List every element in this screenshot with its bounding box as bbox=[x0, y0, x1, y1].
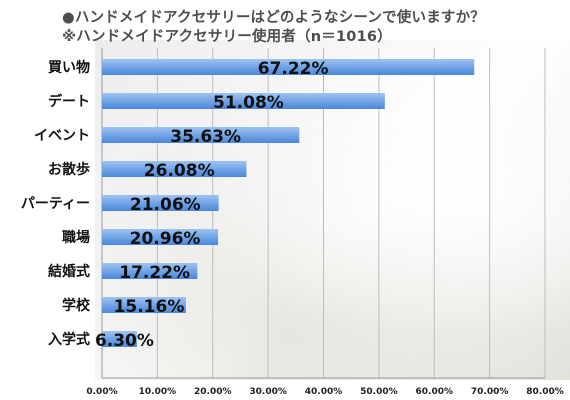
bar bbox=[102, 59, 475, 75]
x-tick-label: 20.00% bbox=[194, 387, 232, 397]
category-label: お散歩 bbox=[48, 161, 90, 178]
category-label: 買い物 bbox=[48, 59, 90, 76]
category-label: パーティー bbox=[21, 196, 90, 212]
x-tick-label: 40.00% bbox=[305, 387, 343, 397]
data-label: 21.06% bbox=[130, 195, 201, 215]
bar bbox=[102, 297, 186, 313]
bar bbox=[102, 195, 219, 211]
x-tick-label: 50.00% bbox=[360, 387, 398, 397]
data-label: 17.22% bbox=[119, 263, 190, 283]
category-label: 入学式 bbox=[48, 331, 90, 348]
x-tick-label: 60.00% bbox=[416, 387, 454, 397]
category-label: デート bbox=[48, 93, 90, 110]
bar bbox=[102, 229, 219, 245]
data-label: 15.16% bbox=[114, 297, 185, 317]
x-tick-label: 0.00% bbox=[86, 387, 117, 397]
x-tick-label: 70.00% bbox=[471, 387, 509, 397]
category-label: 職場 bbox=[62, 229, 90, 246]
bar bbox=[102, 161, 247, 177]
data-label: 51.08% bbox=[213, 93, 284, 113]
bar bbox=[102, 263, 198, 279]
chart-title: ●ハンドメイドアクセサリーはどのようなシーンで使いますか？ bbox=[62, 10, 485, 26]
data-label: 35.63% bbox=[170, 127, 241, 147]
data-label: 6.30% bbox=[95, 331, 154, 351]
x-tick-label: 30.00% bbox=[249, 387, 287, 397]
category-label: 結婚式 bbox=[48, 263, 90, 280]
category-label: イベント bbox=[34, 128, 90, 144]
data-label: 20.96% bbox=[130, 229, 201, 249]
chart-subtitle: ※ハンドメイドアクセサリー使用者（n＝1016） bbox=[62, 29, 392, 45]
x-tick-label: 10.00% bbox=[139, 387, 177, 397]
bar bbox=[102, 127, 300, 143]
bar bbox=[102, 331, 137, 347]
x-tick-label: 80.00% bbox=[526, 387, 564, 397]
category-label: 学校 bbox=[62, 297, 91, 314]
bar bbox=[102, 93, 385, 109]
data-label: 26.08% bbox=[144, 161, 215, 181]
data-label: 67.22% bbox=[258, 59, 329, 79]
